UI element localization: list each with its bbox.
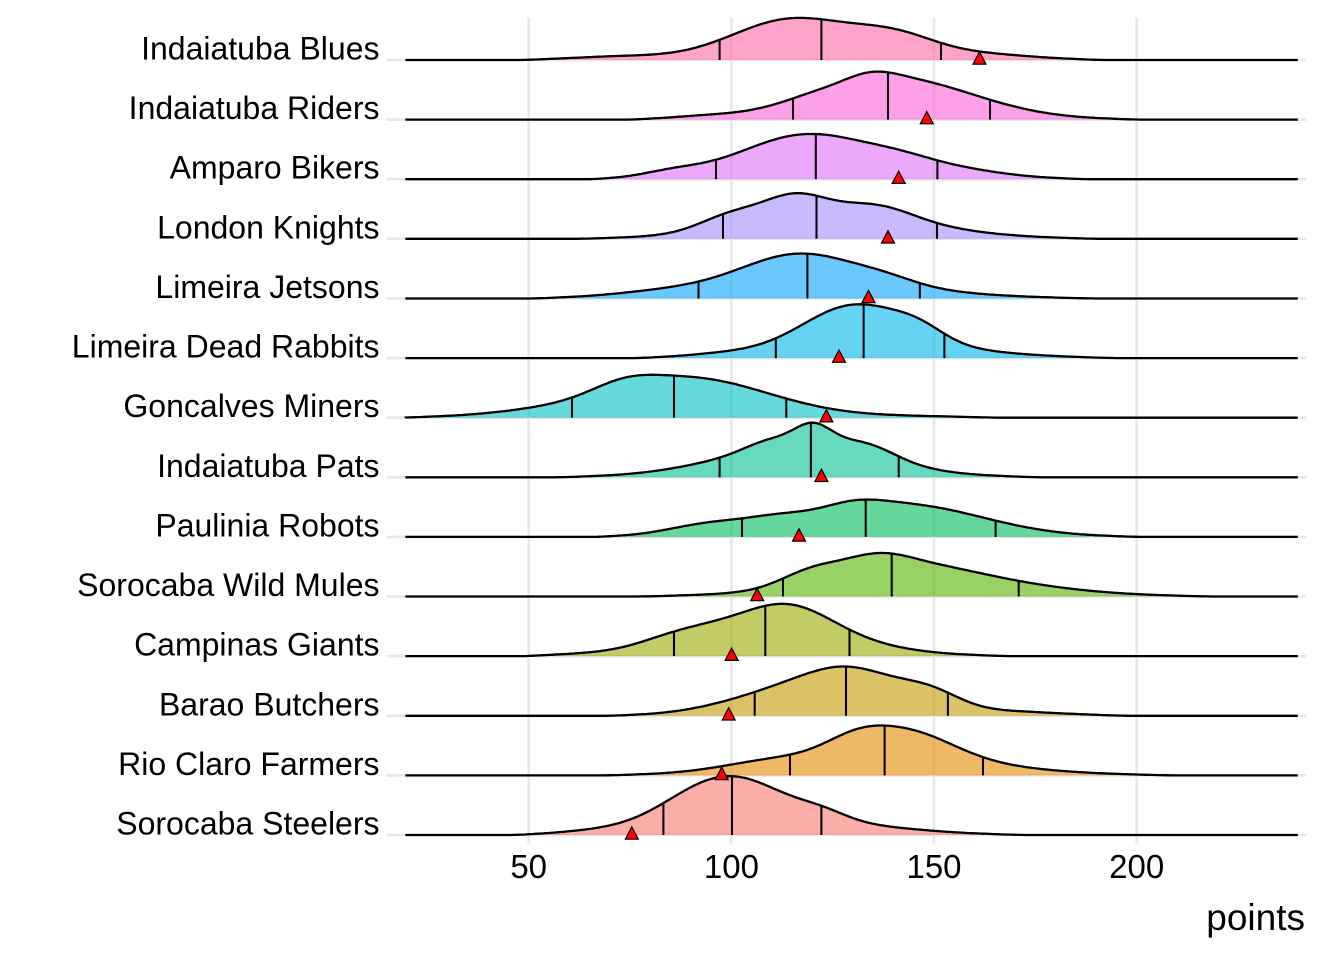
svg-text:100: 100 <box>704 848 759 885</box>
svg-text:Paulinia Robots: Paulinia Robots <box>155 507 379 543</box>
svg-text:Limeira Jetsons: Limeira Jetsons <box>155 269 379 305</box>
svg-text:Barao Butchers: Barao Butchers <box>159 686 380 722</box>
svg-text:200: 200 <box>1109 848 1164 885</box>
svg-text:Indaiatuba Pats: Indaiatuba Pats <box>157 448 379 484</box>
svg-text:150: 150 <box>906 848 961 885</box>
svg-text:points: points <box>1206 897 1305 938</box>
svg-text:Rio Claro Farmers: Rio Claro Farmers <box>118 746 379 782</box>
svg-text:50: 50 <box>510 848 547 885</box>
svg-text:Campinas Giants: Campinas Giants <box>134 627 379 663</box>
svg-text:Sorocaba Steelers: Sorocaba Steelers <box>116 806 379 842</box>
svg-text:Sorocaba Wild Mules: Sorocaba Wild Mules <box>77 567 379 603</box>
svg-text:Limeira Dead Rabbits: Limeira Dead Rabbits <box>72 329 380 365</box>
svg-text:Indaiatuba Blues: Indaiatuba Blues <box>141 31 379 67</box>
svg-text:Indaiatuba Riders: Indaiatuba Riders <box>129 90 380 126</box>
svg-text:London Knights: London Knights <box>157 209 379 245</box>
svg-text:Goncalves Miners: Goncalves Miners <box>123 388 379 424</box>
svg-text:Amparo Bikers: Amparo Bikers <box>170 150 380 186</box>
